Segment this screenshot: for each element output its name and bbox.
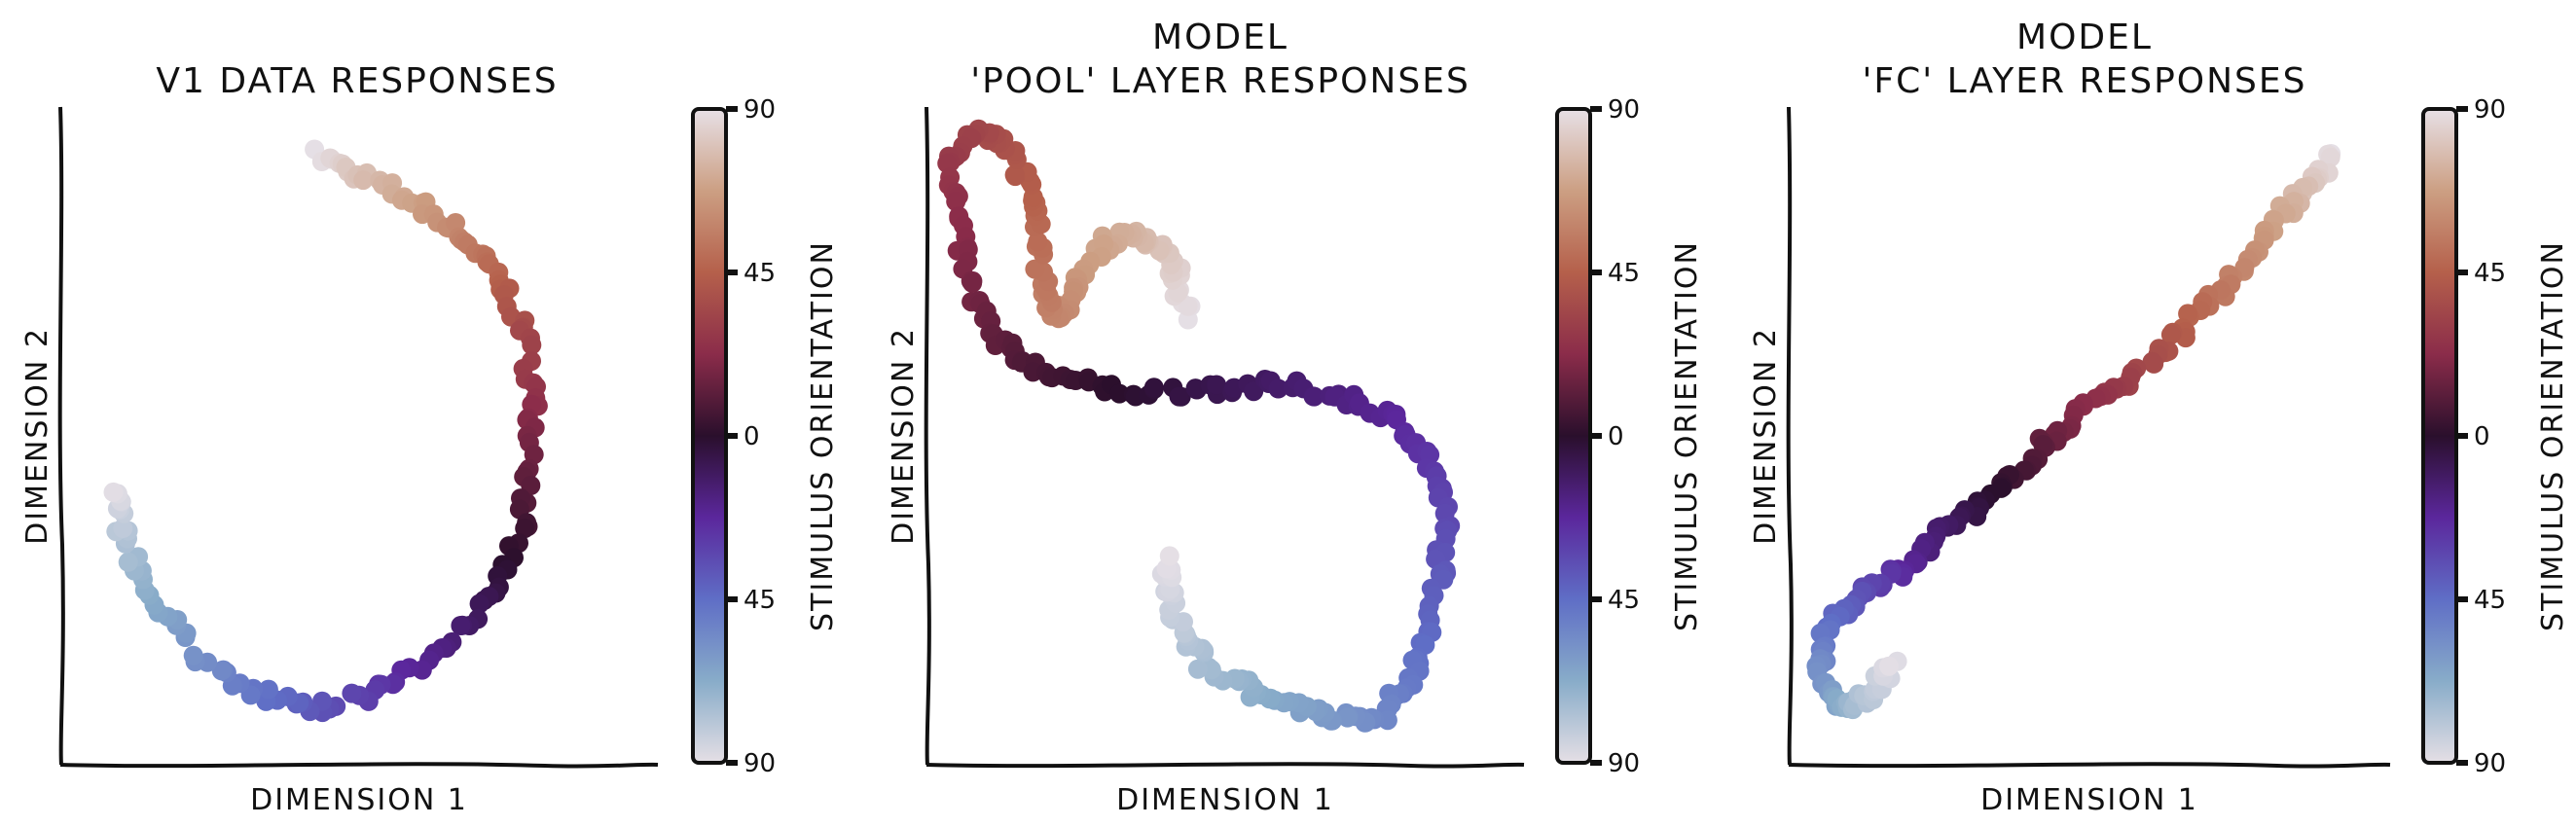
panel-2-y-axis <box>924 106 931 766</box>
panel-3-x-label: DIMENSION 1 <box>1980 783 2198 817</box>
panel-2-title: MODEL <box>1152 18 1288 57</box>
colorbar-tick-label: 90 <box>744 749 776 778</box>
data-point <box>451 616 471 635</box>
colorbar-tick-label: 90 <box>1608 95 1640 125</box>
panel-2-y-label: DIMENSION 2 <box>887 327 921 545</box>
data-point <box>211 661 232 681</box>
data-point <box>1159 546 1179 566</box>
colorbar-tick-label: 90 <box>2474 749 2506 778</box>
data-point <box>515 519 535 539</box>
panel-1-x-label: DIMENSION 1 <box>250 783 468 817</box>
data-point <box>353 170 374 191</box>
data-point <box>1187 659 1208 679</box>
panel-1-x-axis <box>59 762 659 769</box>
data-point <box>1178 296 1198 316</box>
data-point <box>1109 383 1130 404</box>
colorbar-tick-label: 0 <box>744 422 760 451</box>
data-point <box>1207 375 1226 395</box>
colorbar-tick-label: 90 <box>2474 95 2506 125</box>
data-point <box>2160 325 2181 344</box>
data-point <box>1169 386 1189 407</box>
panel-3-colorbar-label: STIMULUS ORIENTATION <box>2536 240 2570 631</box>
panel-1: V1 DATA RESPONSES DIMENSION 1 DIMENSION … <box>20 61 840 817</box>
panel-2-colorbar-label: STIMULUS ORIENTATION <box>1670 240 1704 631</box>
panel-3-title-line2: 'FC' LAYER RESPONSES <box>1862 61 2306 101</box>
colorbar-tick-label: 45 <box>744 586 776 615</box>
data-point <box>1185 378 1206 399</box>
panel-3: MODEL 'FC' LAYER RESPONSES DIMENSION 1 D… <box>1749 18 2570 817</box>
colorbar-tick-label: 45 <box>744 259 776 288</box>
panel-3-y-label: DIMENSION 2 <box>1749 327 1783 545</box>
data-point <box>342 683 362 703</box>
data-point <box>946 192 966 212</box>
data-point <box>103 482 124 502</box>
data-point <box>522 335 542 355</box>
panel-2-colorbar <box>1555 107 1592 765</box>
data-point <box>2033 435 2053 454</box>
data-point <box>962 272 983 293</box>
data-point <box>469 593 490 614</box>
data-point <box>1143 378 1164 398</box>
colorbar-tick-label: 45 <box>1608 259 1640 288</box>
panel-2-x-label: DIMENSION 1 <box>1116 783 1334 817</box>
panel-1-y-axis <box>57 106 65 766</box>
panel-3-colorbar <box>2421 107 2458 765</box>
panel-2-colorbar-ticks: 90 45 0 45 90 <box>1590 95 1640 778</box>
data-point <box>1028 232 1048 252</box>
panel-2: MODEL 'POOL' LAYER RESPONSES DIMENSION 1… <box>887 18 1704 817</box>
data-point <box>1337 707 1358 728</box>
panel-1-colorbar <box>691 107 728 765</box>
panel-1-title: V1 DATA RESPONSES <box>156 61 558 101</box>
colorbar-tick-label: 0 <box>2474 422 2490 451</box>
data-point <box>2320 147 2340 167</box>
panel-1-points <box>103 139 548 723</box>
colorbar-tick-label: 0 <box>1608 422 1624 451</box>
data-point <box>258 679 278 700</box>
data-point <box>118 552 138 572</box>
data-point <box>1025 259 1045 279</box>
data-point <box>183 645 203 665</box>
panel-2-title-line2: 'POOL' LAYER RESPONSES <box>970 61 1470 101</box>
panel-1-colorbar-ticks: 90 45 0 45 90 <box>726 95 776 778</box>
data-point <box>1879 656 1899 676</box>
panel-3-colorbar-ticks: 90 45 0 45 90 <box>2456 95 2506 778</box>
colorbar-tick-label: 45 <box>1608 586 1640 615</box>
colorbar-tick-label: 90 <box>744 95 776 125</box>
panel-3-points <box>1806 144 2341 720</box>
colorbar-tick-label: 90 <box>1608 749 1640 778</box>
panel-1-colorbar-label: STIMULUS ORIENTATION <box>806 240 840 631</box>
data-point <box>2142 351 2162 372</box>
colorbar-tick-label: 45 <box>2474 259 2506 288</box>
colorbar-tick-label: 45 <box>2474 586 2506 615</box>
panel-1-y-label: DIMENSION 2 <box>20 327 54 545</box>
data-point <box>1004 164 1025 185</box>
data-point <box>1304 386 1324 407</box>
panel-3-y-axis <box>1786 106 1794 766</box>
panel-3-title: MODEL <box>2016 18 2153 57</box>
panel-2-points <box>937 119 1461 733</box>
data-point <box>1268 378 1288 399</box>
panel-2-x-axis <box>925 762 1525 769</box>
data-point <box>113 519 133 538</box>
panel-3-x-axis <box>1788 762 2391 769</box>
